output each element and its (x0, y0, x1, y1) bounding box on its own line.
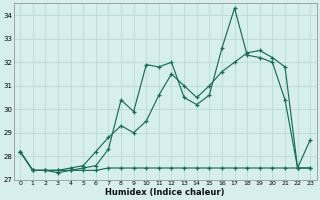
X-axis label: Humidex (Indice chaleur): Humidex (Indice chaleur) (106, 188, 225, 197)
